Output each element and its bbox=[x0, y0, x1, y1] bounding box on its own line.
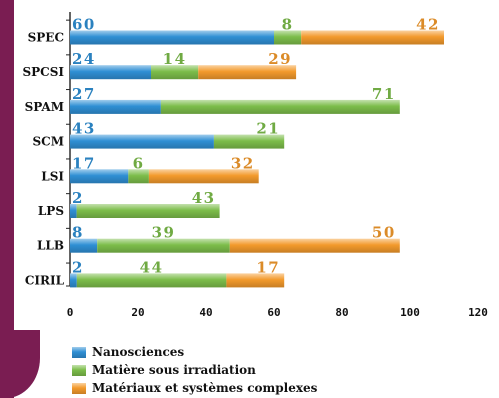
value-label-llb-materiaux-et-systemes-complexes: 50 bbox=[372, 224, 396, 242]
legend-swatch bbox=[72, 364, 86, 376]
value-label-ciril-matiere-sous-irradiation: 44 bbox=[140, 258, 164, 276]
x-tick-label: 40 bbox=[199, 306, 212, 319]
value-label-spam-matiere-sous-irradiation: 71 bbox=[372, 85, 396, 103]
bar-spcsi-matiere-sous-irradiation bbox=[150, 65, 199, 80]
bar-lps-matiere-sous-irradiation bbox=[76, 204, 220, 218]
value-label-spcsi-nanosciences: 24 bbox=[72, 50, 96, 68]
bar-llb-nanosciences bbox=[70, 238, 98, 253]
legend-label: Nanosciences bbox=[92, 345, 185, 359]
frame-band bbox=[0, 0, 14, 398]
category-label-spcsi: SPCSI bbox=[22, 65, 64, 79]
value-label-spcsi-matiere-sous-irradiation: 14 bbox=[163, 50, 187, 68]
value-label-ciril-nanosciences: 2 bbox=[72, 258, 84, 276]
category-label-lps: LPS bbox=[38, 204, 64, 218]
x-tick-label: 20 bbox=[131, 306, 144, 319]
value-label-spcsi-materiaux-et-systemes-complexes: 29 bbox=[268, 50, 292, 68]
category-label-spam: SPAM bbox=[25, 100, 64, 114]
bar-llb-matiere-sous-irradiation bbox=[97, 238, 230, 253]
value-label-spec-materiaux-et-systemes-complexes: 42 bbox=[416, 16, 440, 34]
category-label-ciril: CIRIL bbox=[25, 273, 65, 287]
bar-spcsi-materiaux-et-systemes-complexes bbox=[198, 65, 297, 80]
x-tick-label: 0 bbox=[67, 306, 74, 319]
category-label-lsi: LSI bbox=[41, 169, 64, 183]
value-label-lsi-matiere-sous-irradiation: 6 bbox=[133, 154, 145, 172]
x-tick-label: 80 bbox=[335, 306, 348, 319]
value-label-lps-nanosciences: 2 bbox=[72, 189, 84, 207]
x-tick-label: 100 bbox=[400, 306, 420, 319]
bar-lsi-materiaux-et-systemes-complexes bbox=[148, 169, 259, 184]
legend-item-materiaux-et-systemes-complexes: Matériaux et systèmes complexes bbox=[72, 379, 317, 397]
legend-item-matiere-sous-irradiation: Matière sous irradiation bbox=[72, 361, 317, 379]
legend-swatch bbox=[72, 346, 86, 358]
value-label-spec-matiere-sous-irradiation: 8 bbox=[282, 16, 294, 34]
bar-spec-nanosciences bbox=[70, 30, 274, 45]
bar-scm-matiere-sous-irradiation bbox=[213, 134, 285, 149]
bar-spcsi-nanosciences bbox=[70, 65, 151, 80]
value-label-scm-nanosciences: 43 bbox=[72, 120, 96, 138]
value-label-llb-matiere-sous-irradiation: 39 bbox=[152, 224, 176, 242]
bar-llb-materiaux-et-systemes-complexes bbox=[229, 238, 400, 253]
value-label-ciril-materiaux-et-systemes-complexes: 17 bbox=[256, 258, 280, 276]
category-label-scm: SCM bbox=[33, 135, 65, 149]
category-label-spec: SPEC bbox=[28, 31, 64, 45]
value-label-lsi-nanosciences: 17 bbox=[72, 154, 96, 172]
bar-lsi-nanosciences bbox=[70, 169, 129, 184]
bar-scm-nanosciences bbox=[70, 134, 214, 149]
value-label-spam-nanosciences: 27 bbox=[72, 85, 96, 103]
value-label-lsi-materiaux-et-systemes-complexes: 32 bbox=[231, 154, 255, 172]
value-label-spec-nanosciences: 60 bbox=[72, 16, 96, 34]
value-label-scm-matiere-sous-irradiation: 21 bbox=[256, 120, 280, 138]
legend: Nanosciences Matière sous irradiation Maté… bbox=[72, 343, 317, 397]
bar-lps-nanosciences bbox=[70, 204, 77, 218]
legend-label: Matériaux et systèmes complexes bbox=[92, 381, 318, 395]
value-label-llb-nanosciences: 8 bbox=[72, 224, 84, 242]
bar-ciril-materiaux-et-systemes-complexes bbox=[226, 273, 285, 288]
bar-spam-nanosciences bbox=[70, 99, 161, 114]
bar-spec-matiere-sous-irradiation bbox=[274, 30, 302, 45]
bar-ciril-matiere-sous-irradiation bbox=[76, 273, 227, 288]
legend-label: Matière sous irradiation bbox=[92, 363, 256, 377]
x-tick-label: 60 bbox=[267, 306, 280, 319]
value-label-lps-matiere-sous-irradiation: 43 bbox=[192, 189, 216, 207]
legend-swatch bbox=[72, 382, 86, 394]
category-label-llb: LLB bbox=[37, 239, 64, 253]
bar-spam-matiere-sous-irradiation bbox=[160, 99, 400, 114]
legend-item-nanosciences: Nanosciences bbox=[72, 343, 317, 361]
bar-spec-materiaux-et-systemes-complexes bbox=[301, 30, 444, 45]
bar-lsi-matiere-sous-irradiation bbox=[128, 169, 149, 184]
x-tick-label: 120 bbox=[468, 306, 488, 319]
bar-ciril-nanosciences bbox=[70, 273, 77, 288]
